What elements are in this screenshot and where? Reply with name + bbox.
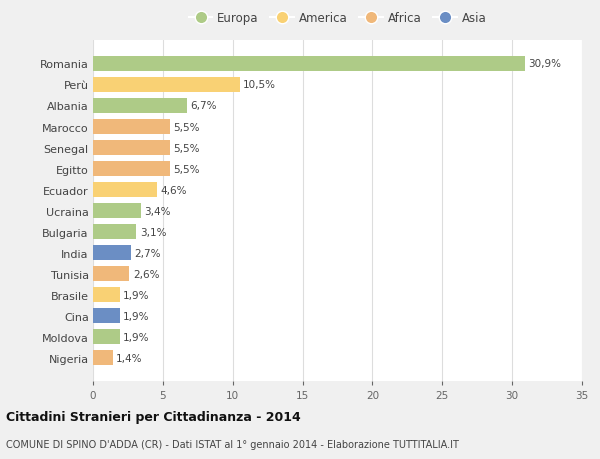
Text: 5,5%: 5,5%: [173, 143, 200, 153]
Bar: [93, 330, 119, 345]
Text: 3,1%: 3,1%: [140, 227, 166, 237]
Text: 30,9%: 30,9%: [528, 59, 561, 69]
Bar: [93, 350, 113, 365]
Text: 2,6%: 2,6%: [133, 269, 160, 279]
Text: 1,9%: 1,9%: [123, 332, 149, 342]
Bar: [93, 162, 170, 177]
Text: COMUNE DI SPINO D'ADDA (CR) - Dati ISTAT al 1° gennaio 2014 - Elaborazione TUTTI: COMUNE DI SPINO D'ADDA (CR) - Dati ISTAT…: [6, 440, 459, 449]
Bar: [93, 183, 157, 198]
Legend: Europa, America, Africa, Asia: Europa, America, Africa, Asia: [185, 8, 490, 28]
Text: 5,5%: 5,5%: [173, 164, 200, 174]
Bar: [93, 204, 140, 218]
Text: 3,4%: 3,4%: [144, 206, 170, 216]
Text: 1,4%: 1,4%: [116, 353, 143, 363]
Bar: [93, 140, 170, 156]
Bar: [93, 78, 240, 93]
Text: Cittadini Stranieri per Cittadinanza - 2014: Cittadini Stranieri per Cittadinanza - 2…: [6, 410, 301, 423]
Text: 2,7%: 2,7%: [134, 248, 161, 258]
Bar: [93, 246, 131, 261]
Text: 5,5%: 5,5%: [173, 122, 200, 132]
Bar: [93, 287, 119, 302]
Text: 4,6%: 4,6%: [161, 185, 187, 195]
Bar: [93, 99, 187, 114]
Text: 6,7%: 6,7%: [190, 101, 217, 111]
Bar: [93, 308, 119, 324]
Text: 1,9%: 1,9%: [123, 311, 149, 321]
Bar: [93, 267, 130, 282]
Bar: [93, 120, 170, 135]
Text: 10,5%: 10,5%: [243, 80, 276, 90]
Text: 1,9%: 1,9%: [123, 290, 149, 300]
Bar: [93, 57, 525, 72]
Bar: [93, 224, 136, 240]
